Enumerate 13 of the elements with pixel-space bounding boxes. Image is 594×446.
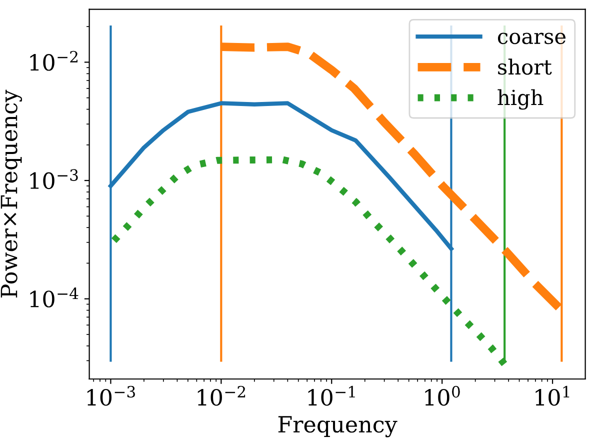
y-tick-label: 10$^{−4}$ [30, 287, 78, 308]
x-tick-label: 10$^{−3}$ [87, 386, 135, 406]
y-tick-label: 10$^{−3}$ [30, 169, 78, 190]
x-tick-label: 10$^{0}$ [425, 386, 460, 406]
y-axis-title: Power×Frequency [0, 90, 22, 298]
x-tick-label: 10$^{−2}$ [198, 386, 246, 406]
legend-label: short [498, 58, 552, 75]
y-tick-label: 10$^{−2}$ [30, 50, 78, 71]
legend-label: high [498, 89, 544, 110]
x-tick-label: 10$^{1}$ [536, 386, 570, 406]
legend-label: coarse [498, 32, 566, 44]
x-axis-title: Frequency [278, 416, 398, 438]
x-tick-label: 10$^{−1}$ [308, 386, 355, 406]
